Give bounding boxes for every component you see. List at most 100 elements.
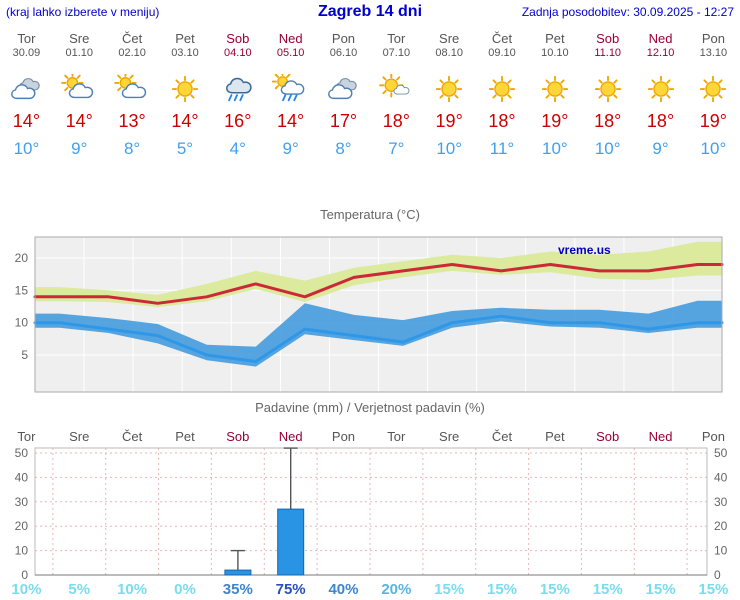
tmax-label: 14° [277,111,305,131]
day-name-label: Čet [121,31,143,46]
tmax-label: 17° [329,111,358,131]
precip-probability-row: 10% 5% 10% 0% 35% 75% 40% 20% 15% 15% 15% 15% 15% 15% [0,581,740,598]
day-date-label: 08.10 [435,47,463,59]
precip-probability-label: 0% [174,581,196,598]
svg-text:0: 0 [21,568,28,580]
day-name-label: Čet [491,31,513,46]
day-name-label: Ned [278,31,303,46]
tmax-label: 18° [382,111,410,131]
precip-probability-label: 15% [539,581,570,598]
day-column: Pet 03.10 14° 5° [159,31,212,159]
watermark: vreme.us [558,243,611,257]
cloudy-icon [324,74,362,104]
temperature-chart: 5 10 15 20 [0,224,740,398]
day-date-label: 11.10 [594,47,622,59]
sunny-icon [694,74,732,104]
svg-text:20: 20 [15,251,29,265]
precip-day-label: Pon [701,429,725,444]
rain-icon [219,74,257,104]
sunny-icon [483,74,521,104]
day-forecast-strip: Tor 30.09 14° 10° Sre 01.10 14° 9° Čet 02.10 13° 8°… [0,31,740,159]
tmin-label: 10° [542,139,568,158]
tmin-label: 4° [229,139,246,158]
tmax-label: 14° [65,111,93,131]
svg-text:20: 20 [15,519,29,533]
day-name-label: Tor [387,31,406,46]
tmax-label: 18° [646,111,675,131]
svg-text:30: 30 [15,495,29,509]
day-date-label: 12.10 [646,47,675,59]
tmin-label: 10° [436,139,463,158]
tmax-label: 18° [488,111,516,131]
precip-day-label: Pet [545,429,565,444]
tmax-label: 13° [118,111,146,131]
tmax-label: 14° [171,111,199,131]
precip-day-label: Sre [69,429,90,444]
tmax-label: 14° [12,111,41,131]
tmax-label: 19° [435,111,463,131]
page-title: Zagreb 14 dni [317,3,423,20]
day-column: Sre 01.10 14° 9° [53,31,106,159]
precip-day-label: Ned [278,429,303,444]
day-name-label: Sre [69,31,90,46]
day-date-label: 01.10 [65,47,94,59]
tmin-label: 5° [176,139,194,158]
precip-probability-label: 15% [434,581,465,598]
partly-cloudy-icon [60,71,98,104]
tmin-label: 11° [489,139,515,158]
svg-text:5: 5 [21,348,28,362]
day-date-label: 07.10 [382,47,411,59]
precip-day-label: Čet [491,429,513,444]
precip-probability-label: 10% [117,581,148,598]
tmin-label: 9° [71,139,88,158]
day-name-label: Pet [175,31,195,46]
day-date-label: 05.10 [276,47,305,59]
day-name-label: Pon [331,31,356,46]
precip-day-label: Čet [121,429,143,444]
day-date-label: 02.10 [118,47,146,59]
day-column: Sre 08.10 19° 10° [423,31,476,159]
day-date-label: 06.10 [329,47,358,59]
partly-cloudy-icon [113,71,151,104]
svg-text:50: 50 [15,446,29,460]
last-update-label: Zadnja posodobitev: 30.09.2025 - 12:27 [521,5,734,19]
precipitation-chart: 0 0 10 10 20 20 30 30 40 40 50 50 [0,446,740,582]
day-date-label: 04.10 [224,47,252,59]
day-column: Ned 12.10 18° 9° [634,31,687,159]
svg-text:0: 0 [714,568,721,580]
day-column: Čet 02.10 13° 8° [106,31,159,159]
precip-day-label: Tor [387,429,406,444]
svg-text:20: 20 [714,519,728,533]
precip-probability-label: 20% [381,581,412,598]
day-name-label: Sob [596,31,620,46]
day-column: Pet 10.10 19° 10° [528,31,581,159]
day-column: Tor 07.10 18° 7° [370,31,423,159]
temperature-chart-title: Temperatura (°C) [320,207,420,222]
day-column: Čet 09.10 18° 11° [476,31,529,159]
precip-probability-label: 10% [11,581,42,598]
precip-probability-label: 15% [592,581,623,598]
tmin-label: 8° [123,139,141,158]
day-date-label: 30.09 [12,47,41,59]
sunny-icon [166,74,204,104]
tmax-label: 19° [541,111,569,131]
menu-hint-note: (kraj lahko izberete v meniju) [6,5,160,19]
day-column: Tor 30.09 14° 10° [0,31,53,159]
precip-probability-label: 5% [68,581,91,598]
mostly-sunny-icon [377,73,415,104]
tmax-label: 18° [594,111,622,131]
tmin-label: 9° [282,139,299,158]
day-date-label: 10.10 [541,47,569,59]
day-name-label: Tor [17,31,36,46]
sunny-icon [430,74,468,104]
precip-day-label: Sob [226,429,250,444]
precip-day-label: Pon [331,429,356,444]
svg-text:50: 50 [714,446,728,460]
svg-text:10: 10 [714,544,728,558]
precipitation-chart-title: Padavine (mm) / Verjetnost padavin (%) [255,400,485,415]
showers-icon [271,70,310,104]
svg-text:15: 15 [15,283,29,297]
precip-day-label: Sre [439,429,460,444]
tmin-label: 9° [652,139,669,158]
cloudy-icon [7,74,45,104]
